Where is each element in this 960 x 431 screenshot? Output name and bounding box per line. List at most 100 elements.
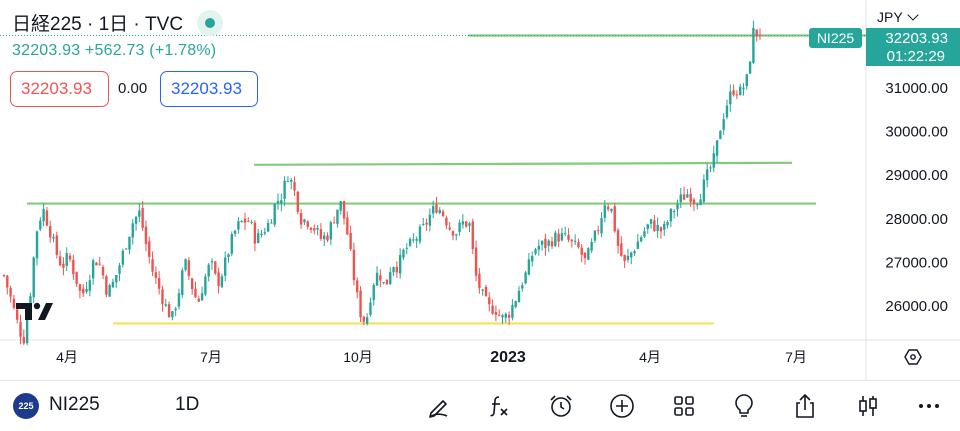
candle-body (567, 234, 570, 240)
symbol-price-badge[interactable] (809, 28, 862, 48)
candle-body (418, 226, 422, 242)
price-change: 32203.93 +562.73 (+1.78%) (12, 42, 217, 59)
alert-clock-icon (550, 395, 572, 417)
candle-body (260, 233, 263, 236)
candle-body (356, 280, 359, 293)
more-button[interactable] (913, 390, 945, 422)
candle-body (2, 275, 6, 277)
candle-body (709, 167, 712, 169)
candle-body (666, 221, 669, 226)
candle-body (415, 238, 418, 241)
candle-body (22, 336, 26, 344)
candle-body (735, 94, 739, 96)
candle-body (732, 90, 735, 95)
resistance-line-upper (253, 161, 793, 166)
candle-body (247, 220, 250, 222)
candle-body (663, 223, 666, 230)
candle-body (564, 233, 567, 235)
candle-body (164, 304, 167, 306)
candle-body (280, 200, 283, 204)
candle-body (19, 322, 22, 337)
candle-body (689, 193, 692, 202)
candle-body (630, 252, 633, 258)
candle-body (590, 241, 593, 251)
candle-body (464, 221, 468, 227)
symbol-title[interactable]: 日経225 · 1日 · TVC (12, 14, 184, 35)
candle-body (131, 223, 134, 238)
candle-body (88, 280, 92, 291)
layout-button[interactable] (668, 390, 700, 422)
candle-body (560, 233, 564, 241)
candle-body (494, 312, 498, 315)
candle-body (210, 261, 214, 263)
candle-body (639, 237, 643, 242)
candle-body (319, 229, 323, 239)
candle-body (633, 251, 636, 254)
candle-body (422, 223, 425, 225)
candle-body (398, 255, 402, 274)
candle-body (719, 130, 722, 140)
candle-body (623, 254, 626, 262)
candle-body (316, 227, 319, 230)
candle-body (349, 232, 352, 250)
sell-button[interactable]: 32203.93 (10, 71, 109, 107)
candle-body (686, 194, 689, 198)
currency-selector[interactable]: JPY (877, 9, 919, 25)
candle-body (286, 181, 290, 183)
candle-body (501, 315, 504, 318)
goto-realtime-icon[interactable] (904, 349, 922, 365)
candle-body (309, 227, 313, 230)
add-button[interactable] (606, 390, 638, 422)
price-tick-label: 30000.00 (885, 124, 948, 141)
time-tick-label: 7月 (785, 349, 807, 365)
candle-body (108, 285, 111, 297)
add-plus-icon (610, 394, 634, 418)
chart-type-button[interactable] (852, 390, 884, 422)
candle-body (332, 222, 336, 224)
candle-body (570, 239, 574, 242)
ideas-button[interactable] (728, 390, 760, 422)
symbol-name[interactable]: NI225 (49, 394, 100, 415)
candle-body (184, 259, 187, 270)
candle-body (514, 301, 517, 308)
candle-body (230, 234, 233, 254)
candle-body (389, 272, 392, 285)
candle-body (263, 232, 267, 234)
candle-body (524, 272, 527, 284)
candle-body (375, 272, 379, 286)
price-chart[interactable]: 31000.00 30000.00 29000.00 28000.00 27000.00… (0, 0, 960, 380)
candle-body (441, 211, 445, 216)
candle-body (395, 266, 399, 273)
candle-body (725, 105, 729, 118)
candle-body (359, 290, 362, 318)
candle-body (141, 208, 144, 228)
goto-realtime-dot (910, 354, 916, 360)
candle-body (138, 210, 141, 217)
candle-body (227, 254, 230, 258)
candle-body (722, 119, 725, 130)
candle-body (646, 224, 649, 229)
candle-body (197, 298, 200, 302)
indicators-button[interactable] (483, 390, 515, 422)
candle-body (68, 255, 72, 260)
symbol-badge[interactable]: 225 (13, 393, 39, 419)
candle-body (52, 237, 55, 239)
candle-body (752, 27, 755, 64)
chart-area[interactable]: 31000.00 30000.00 29000.00 28000.00 27000.00… (0, 0, 960, 380)
draw-button[interactable] (423, 390, 455, 422)
buy-button[interactable]: 32203.93 (160, 71, 258, 107)
candle-body (207, 264, 210, 277)
share-button[interactable] (789, 390, 821, 422)
candle-body (257, 233, 260, 243)
alert-button[interactable] (545, 390, 577, 422)
interval-button[interactable]: 1D (175, 394, 200, 415)
candle-body (676, 204, 679, 210)
candle-body (748, 61, 752, 74)
candle-body (610, 208, 613, 212)
candle-body (653, 220, 656, 232)
candle-body (171, 311, 174, 318)
candle-body (128, 236, 131, 250)
candle-body (372, 284, 375, 301)
candle-body (118, 265, 121, 274)
price-tick-label: 28000.00 (885, 211, 948, 228)
